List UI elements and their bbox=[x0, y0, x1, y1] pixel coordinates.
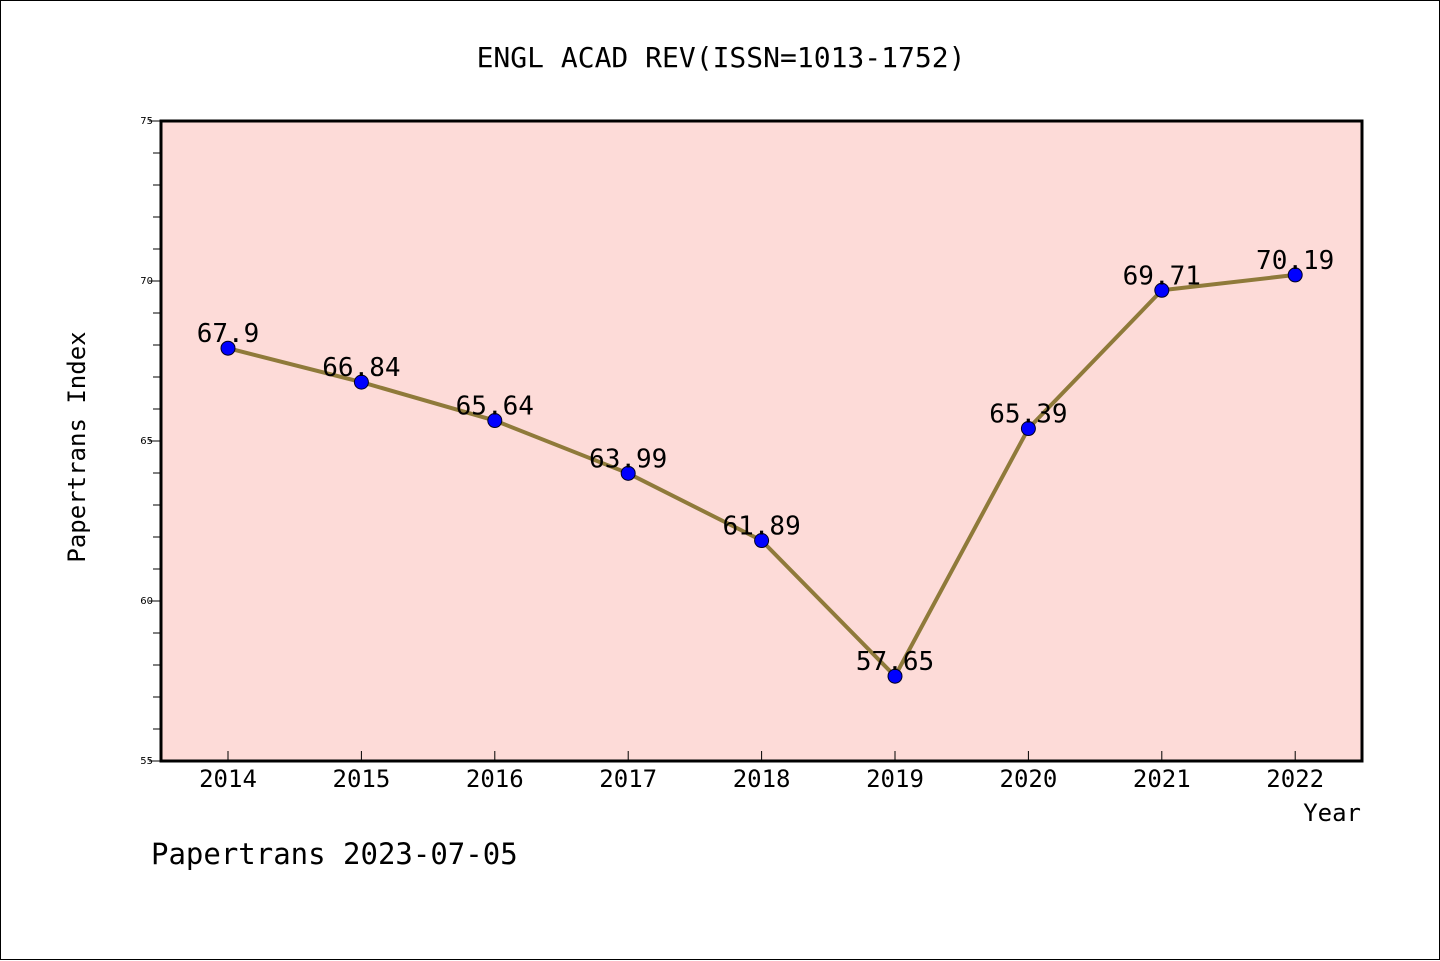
x-axis-label: Year bbox=[1303, 799, 1361, 827]
y-tick-label: 55 bbox=[140, 756, 153, 767]
chart-title: ENGL ACAD REV(ISSN=1013-1752) bbox=[477, 41, 966, 74]
x-tick-label: 2019 bbox=[866, 765, 924, 793]
plot-area bbox=[159, 119, 1364, 763]
data-label-group: 67.9 66.84 65.64 63.99 61.89 57.65 65.39 69.71 7… bbox=[197, 246, 1335, 677]
data-point bbox=[754, 533, 770, 549]
y-tick-label: 60 bbox=[140, 596, 153, 607]
data-label: 67.9 bbox=[197, 319, 260, 349]
data-label: 70.19 bbox=[1256, 246, 1334, 276]
x-tick-label: 2022 bbox=[1266, 765, 1324, 793]
data-point bbox=[620, 465, 636, 481]
y-axis-label: Papertrans Index bbox=[63, 331, 91, 562]
x-tick-label: 2021 bbox=[1133, 765, 1191, 793]
x-tick-label: 2020 bbox=[1000, 765, 1058, 793]
y-tick-label: 70 bbox=[140, 276, 153, 287]
marker-group bbox=[220, 267, 1303, 684]
data-point bbox=[887, 668, 903, 684]
x-tick-label: 2017 bbox=[599, 765, 657, 793]
data-point bbox=[220, 340, 236, 356]
data-point bbox=[1287, 267, 1303, 283]
x-tick-label: 2018 bbox=[733, 765, 791, 793]
data-label: 65.39 bbox=[989, 400, 1067, 430]
data-point bbox=[353, 374, 369, 390]
data-label: 61.89 bbox=[722, 512, 800, 542]
data-label: 63.99 bbox=[589, 444, 667, 474]
data-label: 66.84 bbox=[322, 353, 400, 383]
y-tick-label: 65 bbox=[140, 436, 153, 447]
x-axis: 2014 2015 2016 2017 2018 2019 2020 2021 2022 bbox=[199, 751, 1324, 793]
data-label: 69.71 bbox=[1123, 261, 1201, 291]
x-tick-label: 2015 bbox=[333, 765, 391, 793]
data-point bbox=[1020, 421, 1036, 437]
y-axis: 55 60 65 70 75 bbox=[140, 116, 161, 767]
data-point bbox=[487, 413, 503, 429]
data-point bbox=[1154, 282, 1170, 298]
data-label: 57.65 bbox=[856, 647, 934, 677]
x-tick-label: 2016 bbox=[466, 765, 524, 793]
data-label: 65.64 bbox=[456, 392, 534, 422]
x-tick-label: 2014 bbox=[199, 765, 257, 793]
y-tick-label: 75 bbox=[140, 116, 153, 127]
footer-note: Papertrans 2023-07-05 bbox=[151, 837, 518, 871]
